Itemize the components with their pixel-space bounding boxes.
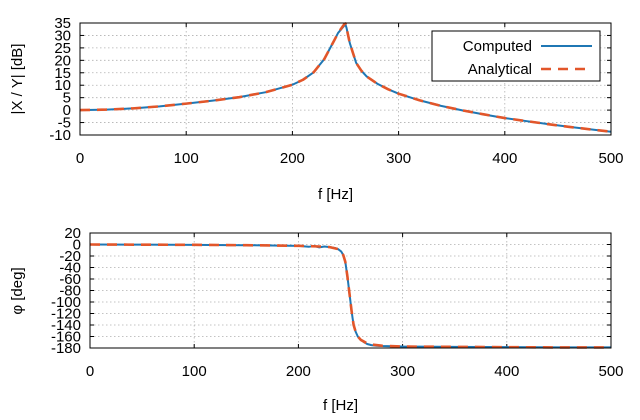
y-tick-label: -40 (59, 260, 81, 277)
y-tick-label: -160 (51, 329, 81, 346)
x-tick-label: 100 (174, 150, 199, 167)
x-tick-label: 0 (76, 150, 84, 167)
y-tick-label: -20 (59, 248, 81, 265)
y-tick-label: 25 (54, 40, 71, 57)
x-axis-label: f [Hz] (323, 397, 358, 414)
y-tick-label: -5 (58, 115, 71, 132)
y-tick-label: 0 (63, 102, 71, 119)
x-tick-label: 300 (390, 363, 415, 380)
series-line-computed (80, 23, 611, 133)
y-tick-label: -100 (51, 294, 81, 311)
y-tick-label: -180 (51, 340, 81, 357)
x-tick-label: 200 (286, 363, 311, 380)
y-axis-label: φ [deg] (9, 267, 26, 314)
x-tick-label: 400 (492, 150, 517, 167)
y-tick-label: -10 (49, 127, 71, 144)
y-tick-label: 10 (54, 77, 71, 94)
plot-frame (89, 232, 612, 349)
y-tick-label: 20 (54, 52, 71, 69)
y-tick-label: -140 (51, 317, 81, 334)
y-tick-label: -60 (59, 271, 81, 288)
y-axis-label: |X / Y| [dB] (9, 44, 26, 115)
series-line-analytical (90, 243, 611, 349)
y-tick-label: 30 (54, 27, 71, 44)
legend: Computed Analytical (431, 30, 601, 82)
x-tick-label: 100 (182, 363, 207, 380)
x-axis-label: f [Hz] (318, 186, 353, 203)
x-tick-label: 500 (598, 150, 623, 167)
x-tick-label: 0 (86, 363, 94, 380)
y-tick-label: -80 (59, 283, 81, 300)
y-tick-label: 35 (54, 15, 71, 32)
x-tick-label: 300 (386, 150, 411, 167)
x-tick-label: 500 (598, 363, 623, 380)
y-tick-label: 15 (54, 65, 71, 82)
legend-box (431, 30, 601, 82)
y-tick-label: 5 (63, 90, 71, 107)
legend-label-computed: Computed (463, 38, 532, 55)
x-tick-label: 200 (280, 150, 305, 167)
y-tick-label: 20 (64, 225, 81, 242)
y-tick-label: 0 (73, 237, 81, 254)
y-tick-label: -120 (51, 306, 81, 323)
plot-frame (79, 22, 612, 136)
legend-label-analytical: Analytical (468, 61, 532, 78)
x-tick-label: 400 (494, 363, 519, 380)
chart-panel-2: 0 100 200 300 400 500-180-160-140-120-100-80-… (9, 225, 624, 414)
